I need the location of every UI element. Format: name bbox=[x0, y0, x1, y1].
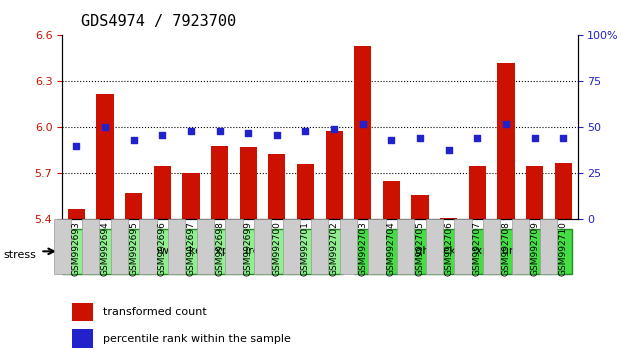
Text: GSM992710: GSM992710 bbox=[559, 221, 568, 276]
Point bbox=[100, 125, 110, 130]
Point bbox=[243, 130, 253, 136]
Bar bbox=[440, 218, 457, 219]
Text: GSM992703: GSM992703 bbox=[358, 221, 367, 276]
FancyBboxPatch shape bbox=[353, 229, 573, 274]
Bar bbox=[268, 154, 286, 219]
Bar bbox=[73, 303, 93, 321]
Text: GSM992693: GSM992693 bbox=[72, 221, 81, 276]
Text: GDS4974 / 7923700: GDS4974 / 7923700 bbox=[81, 14, 236, 29]
Point bbox=[358, 121, 368, 127]
Bar bbox=[555, 163, 572, 219]
Bar bbox=[469, 166, 486, 219]
Text: GSM992702: GSM992702 bbox=[330, 221, 338, 276]
Bar bbox=[154, 166, 171, 219]
Text: GSM992708: GSM992708 bbox=[501, 221, 510, 276]
Point bbox=[558, 136, 568, 141]
Text: GSM992705: GSM992705 bbox=[415, 221, 425, 276]
Bar bbox=[183, 173, 199, 219]
Text: low nickel exposure: low nickel exposure bbox=[150, 246, 260, 256]
Point bbox=[272, 132, 282, 138]
Point bbox=[215, 128, 225, 134]
Point bbox=[501, 121, 511, 127]
Point bbox=[329, 126, 339, 132]
FancyBboxPatch shape bbox=[62, 229, 343, 274]
Text: GSM992697: GSM992697 bbox=[186, 221, 196, 276]
Text: GSM992694: GSM992694 bbox=[101, 221, 109, 276]
Bar bbox=[297, 164, 314, 219]
Point bbox=[157, 132, 167, 138]
Bar bbox=[412, 195, 428, 219]
Text: GSM992695: GSM992695 bbox=[129, 221, 138, 276]
Text: high nickel exposure: high nickel exposure bbox=[406, 246, 520, 256]
Point bbox=[386, 137, 396, 143]
Point bbox=[443, 147, 453, 152]
Bar bbox=[211, 146, 228, 219]
Text: stress: stress bbox=[3, 250, 36, 260]
Point bbox=[530, 136, 540, 141]
Text: transformed count: transformed count bbox=[103, 307, 207, 317]
Text: GSM992704: GSM992704 bbox=[387, 221, 396, 276]
Point bbox=[71, 143, 81, 149]
Text: GSM992709: GSM992709 bbox=[530, 221, 539, 276]
Text: GSM992699: GSM992699 bbox=[243, 221, 253, 276]
Text: GSM992696: GSM992696 bbox=[158, 221, 167, 276]
Text: GSM992707: GSM992707 bbox=[473, 221, 482, 276]
Bar bbox=[497, 63, 515, 219]
Bar bbox=[383, 181, 400, 219]
Text: percentile rank within the sample: percentile rank within the sample bbox=[103, 334, 291, 344]
Bar bbox=[68, 209, 85, 219]
Point bbox=[129, 137, 138, 143]
Point bbox=[301, 128, 310, 134]
Point bbox=[473, 136, 483, 141]
Text: GSM992698: GSM992698 bbox=[215, 221, 224, 276]
Bar bbox=[240, 147, 257, 219]
Text: GSM992700: GSM992700 bbox=[273, 221, 281, 276]
Bar bbox=[73, 329, 93, 348]
Bar bbox=[96, 94, 114, 219]
Text: GSM992706: GSM992706 bbox=[444, 221, 453, 276]
Bar bbox=[125, 193, 142, 219]
Text: GSM992701: GSM992701 bbox=[301, 221, 310, 276]
Bar bbox=[526, 166, 543, 219]
Point bbox=[186, 128, 196, 134]
Point bbox=[415, 136, 425, 141]
Bar bbox=[325, 131, 343, 219]
Bar bbox=[354, 46, 371, 219]
